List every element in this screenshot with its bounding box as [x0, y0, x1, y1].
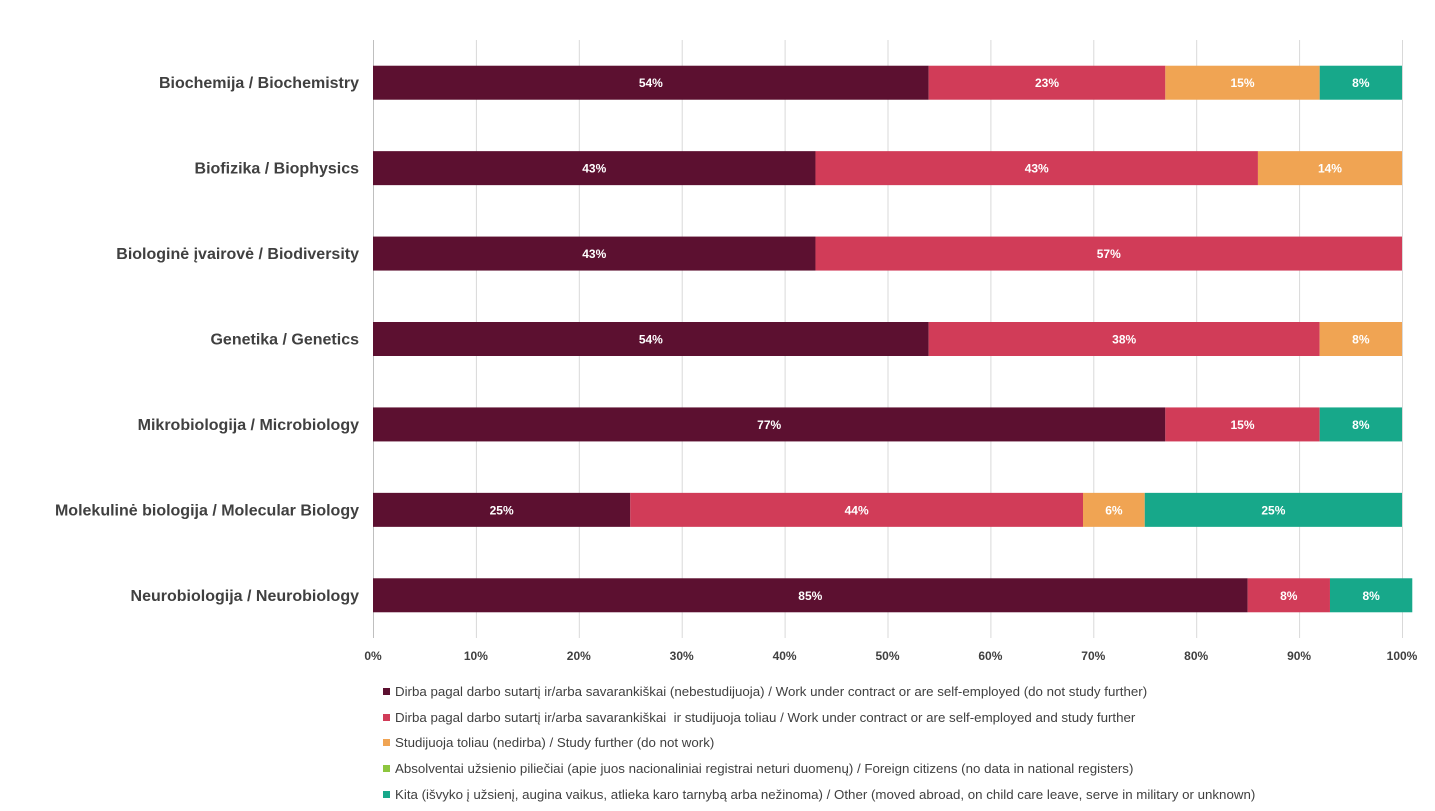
category-label: Biochemija / Biochemistry: [159, 75, 359, 92]
data-label: 14%: [1318, 162, 1342, 176]
bar-segment: [630, 492, 1084, 527]
x-tick-label: 60%: [978, 649, 1002, 663]
x-tick-label: 90%: [1287, 649, 1311, 663]
bar-segment: [373, 492, 631, 527]
data-label: 57%: [1097, 247, 1121, 261]
data-label: 38%: [1112, 333, 1136, 347]
data-label: 54%: [639, 333, 663, 347]
data-label: 44%: [845, 503, 869, 517]
category-label: Biologinė įvairovė / Biodiversity: [116, 246, 359, 263]
bar-segment: [815, 236, 1402, 271]
bar-segment: [373, 578, 1248, 613]
bar-segment: [1319, 322, 1402, 356]
bar-segment: [1329, 578, 1413, 613]
legend-swatch: [383, 765, 390, 773]
x-tick-label: 20%: [567, 649, 591, 663]
bar-segment: [1165, 65, 1320, 100]
legend: Dirba pagal darbo sutartį ir/arba savara…: [383, 679, 1255, 807]
legend-item: Kita (išvyko į užsienį, augina vaikus, a…: [383, 781, 1255, 807]
x-tick-label: 0%: [364, 649, 382, 663]
x-tick-label: 40%: [773, 649, 797, 663]
bar-segment: [373, 407, 1166, 442]
x-tick-label: 80%: [1184, 649, 1208, 663]
x-tick-label: 70%: [1081, 649, 1105, 663]
bar-segment: [928, 65, 1166, 100]
bar-segment: [1319, 65, 1402, 100]
data-label: 85%: [798, 589, 822, 603]
data-label: 8%: [1280, 589, 1298, 603]
data-label: 8%: [1352, 418, 1370, 432]
bar-segment: [1247, 578, 1330, 613]
bar-segment: [373, 151, 816, 186]
legend-label: Studijuoja toliau (nedirba) / Study furt…: [395, 735, 715, 751]
legend-item: Absolventai užsienio piliečiai (apie juo…: [383, 756, 1255, 782]
bar-segment: [1165, 407, 1320, 442]
data-label: 15%: [1230, 76, 1254, 90]
legend-label: Absolventai užsienio piliečiai (apie juo…: [395, 761, 1134, 777]
x-tick-label: 50%: [875, 649, 899, 663]
legend-swatch: [383, 790, 390, 798]
x-tick-label: 100%: [1387, 649, 1418, 663]
legend-swatch: [383, 713, 390, 721]
data-label: 25%: [490, 503, 514, 517]
data-label: 8%: [1362, 589, 1380, 603]
bar-segment: [1083, 492, 1145, 527]
data-label: 43%: [582, 162, 606, 176]
data-label: 15%: [1230, 418, 1254, 432]
legend-item: Dirba pagal darbo sutartį ir/arba savara…: [383, 679, 1255, 705]
category-label: Molekulinė biologija / Molecular Biology: [55, 502, 359, 519]
x-tick-label: 10%: [464, 649, 488, 663]
bar-segment: [373, 236, 816, 271]
legend-label: Dirba pagal darbo sutartį ir/arba savara…: [395, 709, 1136, 725]
data-label: 8%: [1352, 76, 1370, 90]
bar-segment: [373, 322, 929, 356]
data-label: 8%: [1352, 333, 1370, 347]
legend-swatch: [383, 739, 390, 747]
category-label: Neurobiologija / Neurobiology: [131, 588, 360, 605]
category-label: Mikrobiologija / Microbiology: [138, 417, 359, 434]
data-label: 43%: [1025, 162, 1049, 176]
bar-segment: [928, 322, 1320, 356]
data-label: 43%: [582, 247, 606, 261]
bar-segment: [1144, 492, 1402, 527]
data-label: 23%: [1035, 76, 1059, 90]
bar-segment: [1257, 151, 1402, 186]
x-tick-label: 30%: [670, 649, 694, 663]
bar-segment: [1319, 407, 1402, 442]
category-label: Biofizika / Biophysics: [195, 161, 360, 178]
legend-item: Dirba pagal darbo sutartį ir/arba savara…: [383, 705, 1255, 731]
bar-segment: [815, 151, 1258, 186]
category-label: Genetika / Genetics: [210, 332, 359, 349]
bar-segment: [373, 65, 929, 100]
legend-item: Studijuoja toliau (nedirba) / Study furt…: [383, 730, 1255, 756]
legend-label: Kita (išvyko į užsienį, augina vaikus, a…: [395, 786, 1256, 802]
data-label: 6%: [1105, 503, 1123, 517]
legend-swatch: [383, 688, 390, 696]
data-label: 77%: [757, 418, 781, 432]
stacked-bar-chart: 0% 10% 20% 30% 40% 50% 60% 70% 80% 90% 100% Biochem…: [55, 40, 1418, 663]
legend-label: Dirba pagal darbo sutartį ir/arba savara…: [395, 684, 1148, 700]
data-label: 25%: [1261, 503, 1285, 517]
data-label: 54%: [639, 76, 663, 90]
